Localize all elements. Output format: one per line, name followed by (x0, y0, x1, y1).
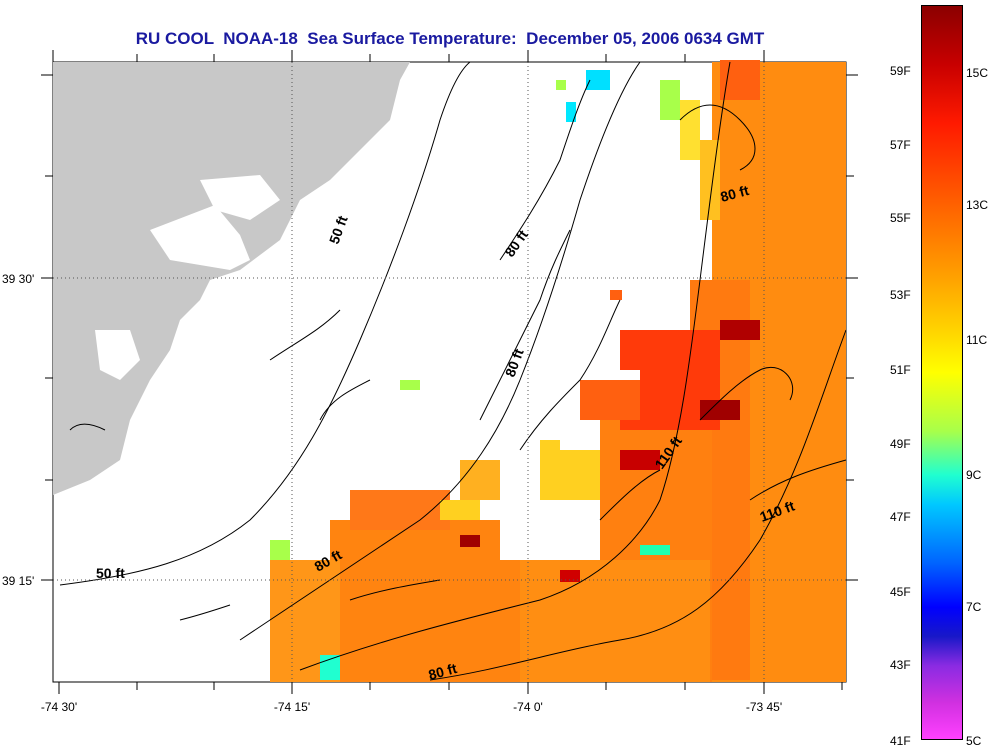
colorbar-label-13c: 13C (966, 198, 989, 212)
colorbar-label-5c: 5C (966, 734, 982, 748)
lat-label-39-30: 39 30' (2, 272, 35, 286)
graticule (53, 62, 846, 682)
lon-label-74-15: -74 15' (273, 700, 311, 714)
land (53, 62, 410, 495)
colorbar-label-11c: 11C (966, 333, 988, 347)
colorbar-label-57f: 57F (890, 138, 911, 152)
lon-label-74-0: -74 0' (513, 700, 543, 714)
colorbar-label-45f: 45F (890, 585, 911, 599)
colorbar-label-15c: 15C (966, 66, 989, 80)
colorbar-label-47f: 47F (890, 510, 911, 524)
colorbar-label-7c: 7C (966, 600, 982, 614)
colorbar-label-55f: 55F (890, 211, 911, 225)
colorbar-label-9c: 9C (966, 468, 982, 482)
colorbar-label-41f: 41F (890, 734, 911, 748)
lat-label-39-15: 39 15' (2, 574, 35, 588)
colorbar-label-59f: 59F (890, 64, 911, 78)
contour-label-50ft-south: 50 ft (96, 565, 125, 581)
tick-marks (41, 50, 858, 694)
colorbar-label-53f: 53F (890, 288, 911, 302)
map-title: RU COOL NOAA-18 Sea Surface Temperature:… (135, 29, 765, 48)
temperature-colorbar (921, 5, 963, 740)
bathymetry-contours (59, 61, 847, 681)
colorbar-label-51f: 51F (890, 363, 911, 377)
colorbar-label-43f: 43F (890, 658, 911, 672)
colorbar-label-49f: 49F (890, 437, 911, 451)
contour-label-80ft-northeast: 80 ft (719, 182, 751, 205)
lon-label-74-30: -74 30' (40, 700, 78, 714)
contour-label-80ft-south: 80 ft (427, 660, 459, 683)
lon-label-73-45: -73 45' (745, 700, 783, 714)
